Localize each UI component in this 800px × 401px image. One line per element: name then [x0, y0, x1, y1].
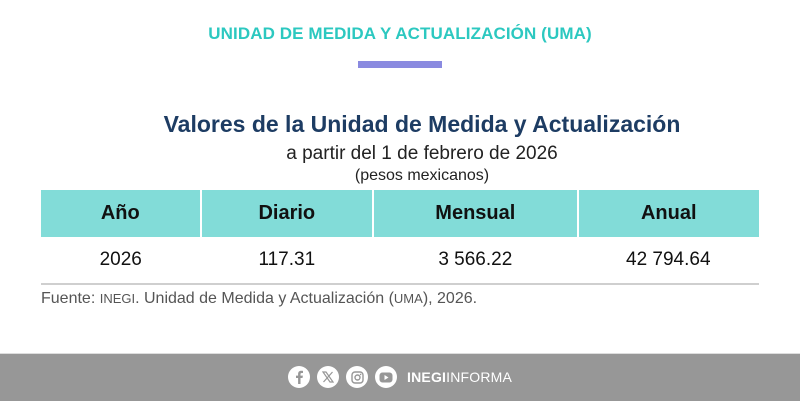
source-middle: . Unidad de Medida y Actualización (	[135, 290, 394, 307]
cell-monthly: 3 566.22	[373, 237, 578, 285]
table-row: 2026 117.31 3 566.22 42 794.64	[41, 237, 759, 285]
column-header-monthly: Mensual	[372, 190, 578, 237]
source-org: INEGI	[99, 291, 136, 306]
column-header-daily: Diario	[199, 190, 374, 237]
youtube-icon[interactable]	[375, 366, 397, 388]
brand-bold: INEGI	[407, 369, 447, 385]
source-suffix: ), 2026.	[422, 290, 478, 307]
column-header-year: Año	[41, 190, 201, 237]
table-title: Valores de la Unidad de Medida y Actuali…	[163, 111, 681, 137]
source-abbr: UMA	[393, 291, 423, 306]
instagram-icon[interactable]	[346, 366, 368, 388]
inegi-informa-brand[interactable]: INEGIINFORMA	[407, 369, 512, 385]
source-prefix: Fuente:	[41, 290, 100, 307]
table-subtitle: a partir del 1 de febrero de 2026	[286, 143, 558, 164]
cell-annual: 42 794.64	[577, 237, 759, 285]
cell-year: 2026	[41, 237, 201, 285]
uma-values-table: Año Diario Mensual Anual 2026 117.31 3 5…	[41, 190, 759, 285]
source-note: Fuente: INEGI. Unidad de Medida y Actual…	[41, 290, 477, 308]
column-header-annual: Anual	[576, 190, 759, 237]
footer-band: INEGIINFORMA	[0, 353, 800, 401]
social-links: INEGIINFORMA	[288, 366, 512, 388]
brand-light: INFORMA	[446, 369, 513, 385]
page-header-title: UNIDAD DE MEDIDA Y ACTUALIZACIÓN (UMA)	[208, 24, 592, 43]
header-accent-bar	[358, 61, 442, 68]
table-units: (pesos mexicanos)	[354, 167, 490, 184]
cell-daily: 117.31	[200, 237, 374, 285]
table-header-row: Año Diario Mensual Anual	[41, 190, 759, 237]
facebook-icon[interactable]	[288, 366, 310, 388]
x-icon[interactable]	[317, 366, 339, 388]
